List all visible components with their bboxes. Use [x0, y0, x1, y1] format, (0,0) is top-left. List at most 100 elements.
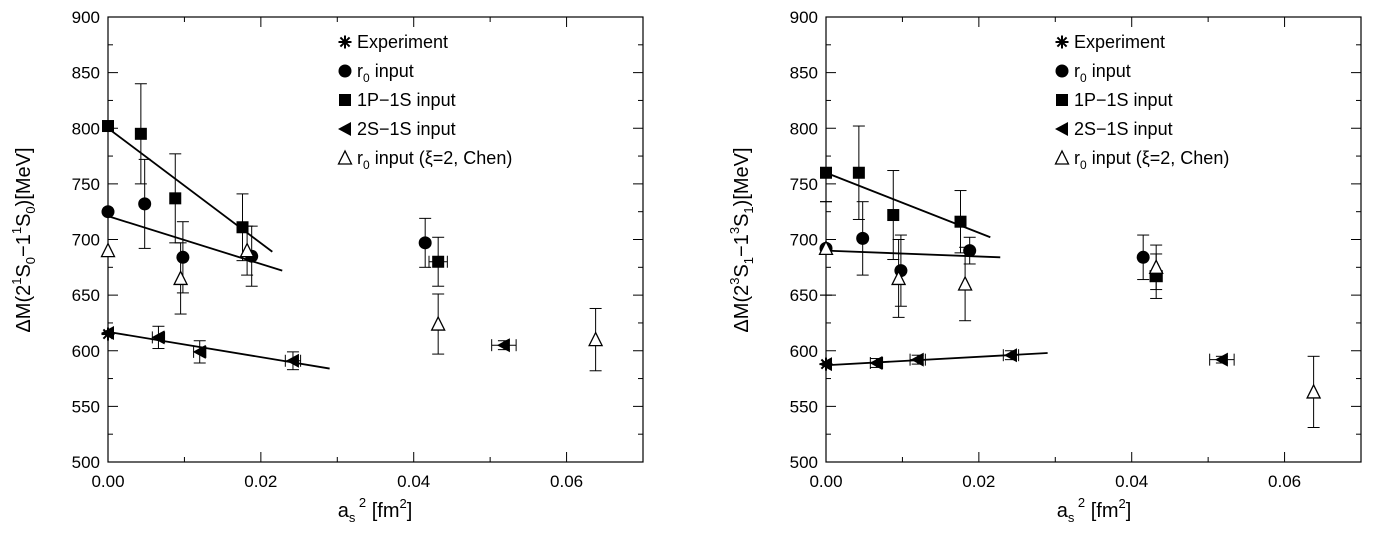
y-tick-label: 650: [790, 286, 818, 305]
legend-marker: [1055, 122, 1068, 136]
data-point: [138, 197, 152, 211]
data-point: [1003, 348, 1017, 363]
legend-marker: [1056, 94, 1068, 106]
series-left-triangle: [101, 325, 517, 371]
data-point: [910, 352, 924, 367]
y-tick-label: 650: [72, 286, 100, 305]
data-point: [236, 221, 249, 234]
data-point: [954, 215, 967, 228]
legend-label: r0 input: [1074, 61, 1131, 85]
y-tick-label: 700: [790, 231, 818, 250]
x-tick-label: 0.00: [809, 472, 842, 491]
data-point: [957, 275, 973, 291]
chart-panel-1: 500 550 600 650 700 750 800 850 900 0.00 0.02 0.04 0…: [9, 8, 644, 525]
legend: Experiment r0 input 1P−1S input 2S−1S input…: [1054, 32, 1229, 172]
data-point: [432, 255, 445, 268]
data-point: [430, 315, 446, 331]
y-tick-label: 800: [72, 119, 100, 138]
data-point: [496, 338, 510, 353]
legend: Experiment r0 input 1P−1S input 2S−1S input…: [337, 32, 512, 172]
y-tick-label: 550: [790, 397, 818, 416]
y-axis-label: ΔM(23S1−13S1)[MeV]: [727, 147, 756, 332]
plot-frame: [825, 16, 1362, 463]
legend-label: 2S−1S input: [1074, 119, 1173, 139]
legend-label: 1P−1S input: [357, 90, 456, 110]
data-point: [819, 357, 832, 372]
y-tick-label: 850: [790, 64, 818, 83]
data-point: [418, 236, 432, 250]
data-point: [891, 269, 907, 286]
data-point: [100, 242, 116, 258]
y-tick-label: 600: [72, 342, 100, 361]
legend-marker: [1055, 35, 1069, 49]
legend-label: r0 input (ξ=2, Chen): [357, 148, 512, 172]
series-left-triangle: [819, 348, 1235, 372]
series-open-triangle: [818, 201, 1322, 429]
y-tick-label: 750: [790, 175, 818, 194]
series-open-triangle: [100, 225, 604, 372]
series-circle: [101, 158, 432, 294]
legend-label: r0 input: [357, 61, 414, 85]
legend-marker: [339, 94, 351, 106]
legend-label: Experiment: [357, 32, 448, 52]
fit-line: [107, 215, 283, 272]
x-tick-label: 0.02: [244, 472, 277, 491]
y-axis-label: ΔM(21S0−11S0)[MeV]: [9, 147, 38, 332]
y-tick-label: 550: [72, 397, 100, 416]
legend-marker: [338, 35, 352, 49]
y-tick-label: 500: [790, 453, 818, 472]
y-tick-label: 900: [72, 8, 100, 27]
y-tick-label: 700: [72, 231, 100, 250]
data-point: [1148, 258, 1164, 274]
legend-marker: [338, 64, 352, 78]
data-point: [887, 209, 900, 222]
legend-label: Experiment: [1074, 32, 1165, 52]
data-point: [285, 353, 299, 368]
legend-marker: [338, 122, 351, 136]
data-point: [173, 269, 189, 286]
data-point: [588, 331, 604, 347]
y-tick-label: 750: [72, 175, 100, 194]
data-point: [856, 231, 870, 245]
legend-label: 1P−1S input: [1074, 90, 1173, 110]
data-point: [169, 192, 182, 205]
plot-frame: [107, 16, 644, 463]
x-tick-label: 0.06: [550, 472, 583, 491]
x-tick-label: 0.02: [962, 472, 995, 491]
legend-marker: [1054, 149, 1070, 165]
data-point: [852, 166, 865, 179]
data-point: [239, 242, 255, 258]
x-tick-label: 0.04: [1115, 472, 1148, 491]
data-point: [1136, 250, 1150, 264]
series-square: [102, 83, 448, 287]
data-point: [176, 250, 190, 264]
y-tick-label: 900: [790, 8, 818, 27]
data-point: [102, 120, 114, 133]
x-axis-label: as 2 [fm2]: [1057, 495, 1132, 525]
data-point: [101, 325, 114, 340]
y-tick-label: 850: [72, 64, 100, 83]
chart-panel-2: 500 550 600 650 700 750 800 850 900 0.00 0.02 0.04 0…: [727, 8, 1362, 525]
x-tick-label: 0.00: [91, 472, 124, 491]
legend-marker: [337, 149, 353, 165]
series-circle: [819, 201, 1150, 307]
x-axis-label: as 2 [fm2]: [338, 495, 413, 525]
data-point: [101, 205, 115, 219]
data-point: [134, 127, 147, 140]
y-tick-label: 800: [790, 119, 818, 138]
data-point: [818, 239, 834, 256]
legend-label: 2S−1S input: [357, 119, 456, 139]
y-tick-label: 500: [72, 453, 100, 472]
data-point: [1214, 352, 1228, 367]
x-tick-label: 0.04: [397, 472, 430, 491]
data-point: [820, 166, 832, 179]
data-point: [1306, 383, 1322, 399]
x-tick-label: 0.06: [1268, 472, 1301, 491]
legend-label: r0 input (ξ=2, Chen): [1074, 148, 1229, 172]
data-point: [151, 330, 165, 345]
data-point: [192, 344, 206, 359]
data-point: [869, 355, 883, 370]
y-tick-label: 600: [790, 342, 818, 361]
legend-marker: [1055, 64, 1069, 78]
